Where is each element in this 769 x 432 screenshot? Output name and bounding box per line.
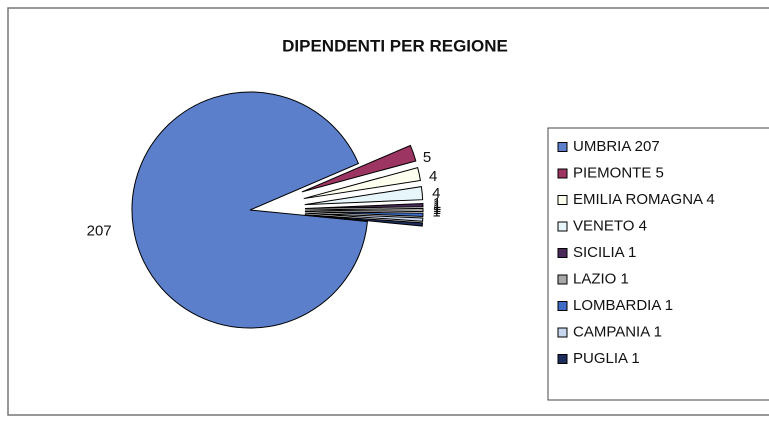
legend-label: PUGLIA 1	[573, 350, 640, 367]
legend-label: EMILIA ROMAGNA 4	[573, 191, 715, 208]
data-label: 1	[433, 197, 441, 214]
legend-label: UMBRIA 207	[573, 138, 660, 155]
pie-slice	[304, 186, 424, 206]
legend-swatch	[557, 327, 568, 338]
data-label: 207	[87, 222, 112, 239]
legend-label: VENETO 4	[573, 217, 647, 234]
pie-slice	[131, 91, 368, 329]
legend-label: LAZIO 1	[573, 270, 629, 287]
legend-swatch	[557, 301, 568, 311]
legend-swatch	[557, 195, 568, 205]
legend-swatch	[557, 221, 568, 232]
pie-slice	[304, 212, 424, 222]
legend-label: SICILIA 1	[573, 244, 636, 261]
legend-swatch	[557, 168, 568, 179]
legend-swatch	[557, 274, 568, 285]
data-label: 4	[432, 185, 440, 202]
data-label: 1	[433, 199, 441, 216]
chart-title: DIPENDENTI PER REGIONE	[282, 36, 508, 55]
legend-swatch	[557, 142, 568, 152]
data-label: 1	[433, 201, 441, 218]
legend-swatch	[557, 248, 568, 258]
pie-slice	[304, 211, 424, 217]
data-label: 4	[429, 168, 437, 185]
pie-slice	[303, 167, 421, 200]
legend-label: CAMPANIA 1	[573, 323, 662, 340]
pie-slice	[304, 203, 424, 209]
data-label: 1	[433, 195, 441, 212]
pie-slice	[301, 144, 417, 193]
pie-slice	[304, 214, 424, 227]
data-label: 1	[432, 203, 440, 220]
legend-box	[547, 127, 769, 401]
legend-label: PIEMONTE 5	[573, 164, 664, 181]
legend-swatch	[557, 354, 568, 364]
legend-label: LOMBARDIA 1	[573, 297, 673, 314]
data-label: 5	[423, 149, 431, 166]
pie-slice	[304, 207, 424, 213]
